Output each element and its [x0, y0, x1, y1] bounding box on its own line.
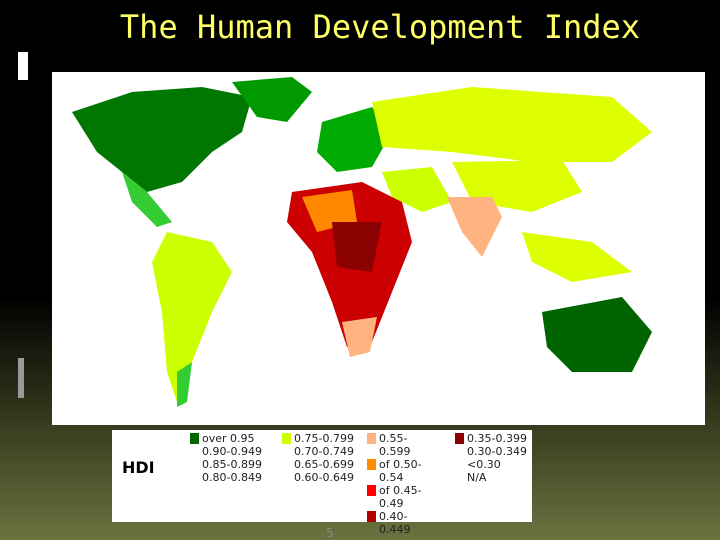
southeast-asia — [522, 232, 632, 282]
legend-item: 0.60-0.649 — [282, 471, 362, 484]
legend-text: 0.80-0.849 — [202, 471, 262, 484]
south-america — [152, 232, 232, 402]
title: The Human Development Index — [119, 8, 641, 46]
legend-item: 0.90-0.949 — [190, 445, 270, 458]
legend-swatch — [282, 433, 291, 444]
legend-item: 0.65-0.699 — [282, 458, 362, 471]
legend-text: 0.70-0.749 — [294, 445, 354, 458]
legend-swatch — [455, 433, 464, 444]
legend-text: 0.60-0.649 — [294, 471, 354, 484]
legend-text: 0.40-0.449 — [379, 510, 411, 536]
central-america — [122, 172, 172, 227]
world-map — [52, 72, 705, 425]
legend-text: 0.75-0.799 — [294, 432, 354, 445]
legend-item: 0.70-0.749 — [282, 445, 362, 458]
legend-text: 0.55-0.599 — [379, 432, 411, 458]
argentina — [177, 362, 192, 407]
decoration — [18, 358, 24, 398]
legend-swatch — [367, 433, 376, 444]
legend-text: 0.35-0.399 — [467, 432, 527, 445]
legend-swatch — [455, 472, 464, 483]
legend-swatch — [190, 433, 199, 444]
russia — [372, 87, 652, 162]
legend-swatch — [455, 446, 464, 457]
legend-text: N/A — [467, 471, 487, 484]
legend-item: 0.55-0.599 — [367, 432, 427, 458]
legend-text: 0.30-0.349 — [467, 445, 527, 458]
north-africa — [302, 190, 357, 232]
legend-item: 0.75-0.799 — [282, 432, 362, 445]
legend-text: of 0.45-0.49 — [379, 484, 422, 510]
legend-text: of 0.50-0.54 — [379, 458, 422, 484]
legend-label: HDI — [122, 458, 155, 477]
north-america — [72, 87, 252, 192]
legend-item: 0.80-0.849 — [190, 471, 270, 484]
europe — [317, 107, 392, 172]
central-africa — [332, 222, 382, 272]
legend-text: 0.85-0.899 — [202, 458, 262, 471]
legend-item: over 0.95 — [190, 432, 270, 445]
legend-item: 0.85-0.899 — [190, 458, 270, 471]
legend-item: 0.30-0.349 — [455, 445, 535, 458]
greenland — [232, 77, 312, 122]
legend-column: over 0.95 0.90-0.949 0.85-0.899 0.80-0.849 — [190, 432, 270, 484]
page-number: 5 — [326, 526, 334, 540]
decoration — [18, 52, 28, 80]
legend-column: 0.35-0.399 0.30-0.349 <0.30 N/A — [455, 432, 535, 484]
legend-swatch — [190, 459, 199, 470]
legend-item: of 0.45-0.49 — [367, 484, 427, 510]
legend-swatch — [367, 511, 376, 522]
india — [447, 197, 502, 257]
legend-text: over 0.95 — [202, 432, 255, 445]
legend-item: 0.40-0.449 — [367, 510, 427, 536]
legend-item: <0.30 — [455, 458, 535, 471]
legend-swatch — [367, 485, 376, 496]
legend-swatch — [282, 472, 291, 483]
legend-item: N/A — [455, 471, 535, 484]
legend: HDI over 0.95 0.90-0.949 0.85-0.899 0.80-0.… — [112, 430, 535, 536]
legend-item: of 0.50-0.54 — [367, 458, 427, 484]
legend-text: <0.30 — [467, 458, 501, 471]
legend-column: 0.55-0.599 of 0.50-0.54 of 0.45-0.49 0.40-0… — [367, 432, 427, 536]
legend-item: 0.35-0.399 — [455, 432, 535, 445]
legend-swatch — [367, 459, 376, 470]
australia — [542, 297, 652, 372]
legend-text: 0.90-0.949 — [202, 445, 262, 458]
legend-swatch — [190, 446, 199, 457]
south-africa — [342, 317, 377, 357]
legend-swatch — [282, 446, 291, 457]
legend-text: 0.65-0.699 — [294, 458, 354, 471]
legend-column: 0.75-0.799 0.70-0.749 0.65-0.699 0.60-0.649 — [282, 432, 362, 484]
legend-swatch — [190, 472, 199, 483]
legend-swatch — [282, 459, 291, 470]
legend-swatch — [455, 459, 464, 470]
